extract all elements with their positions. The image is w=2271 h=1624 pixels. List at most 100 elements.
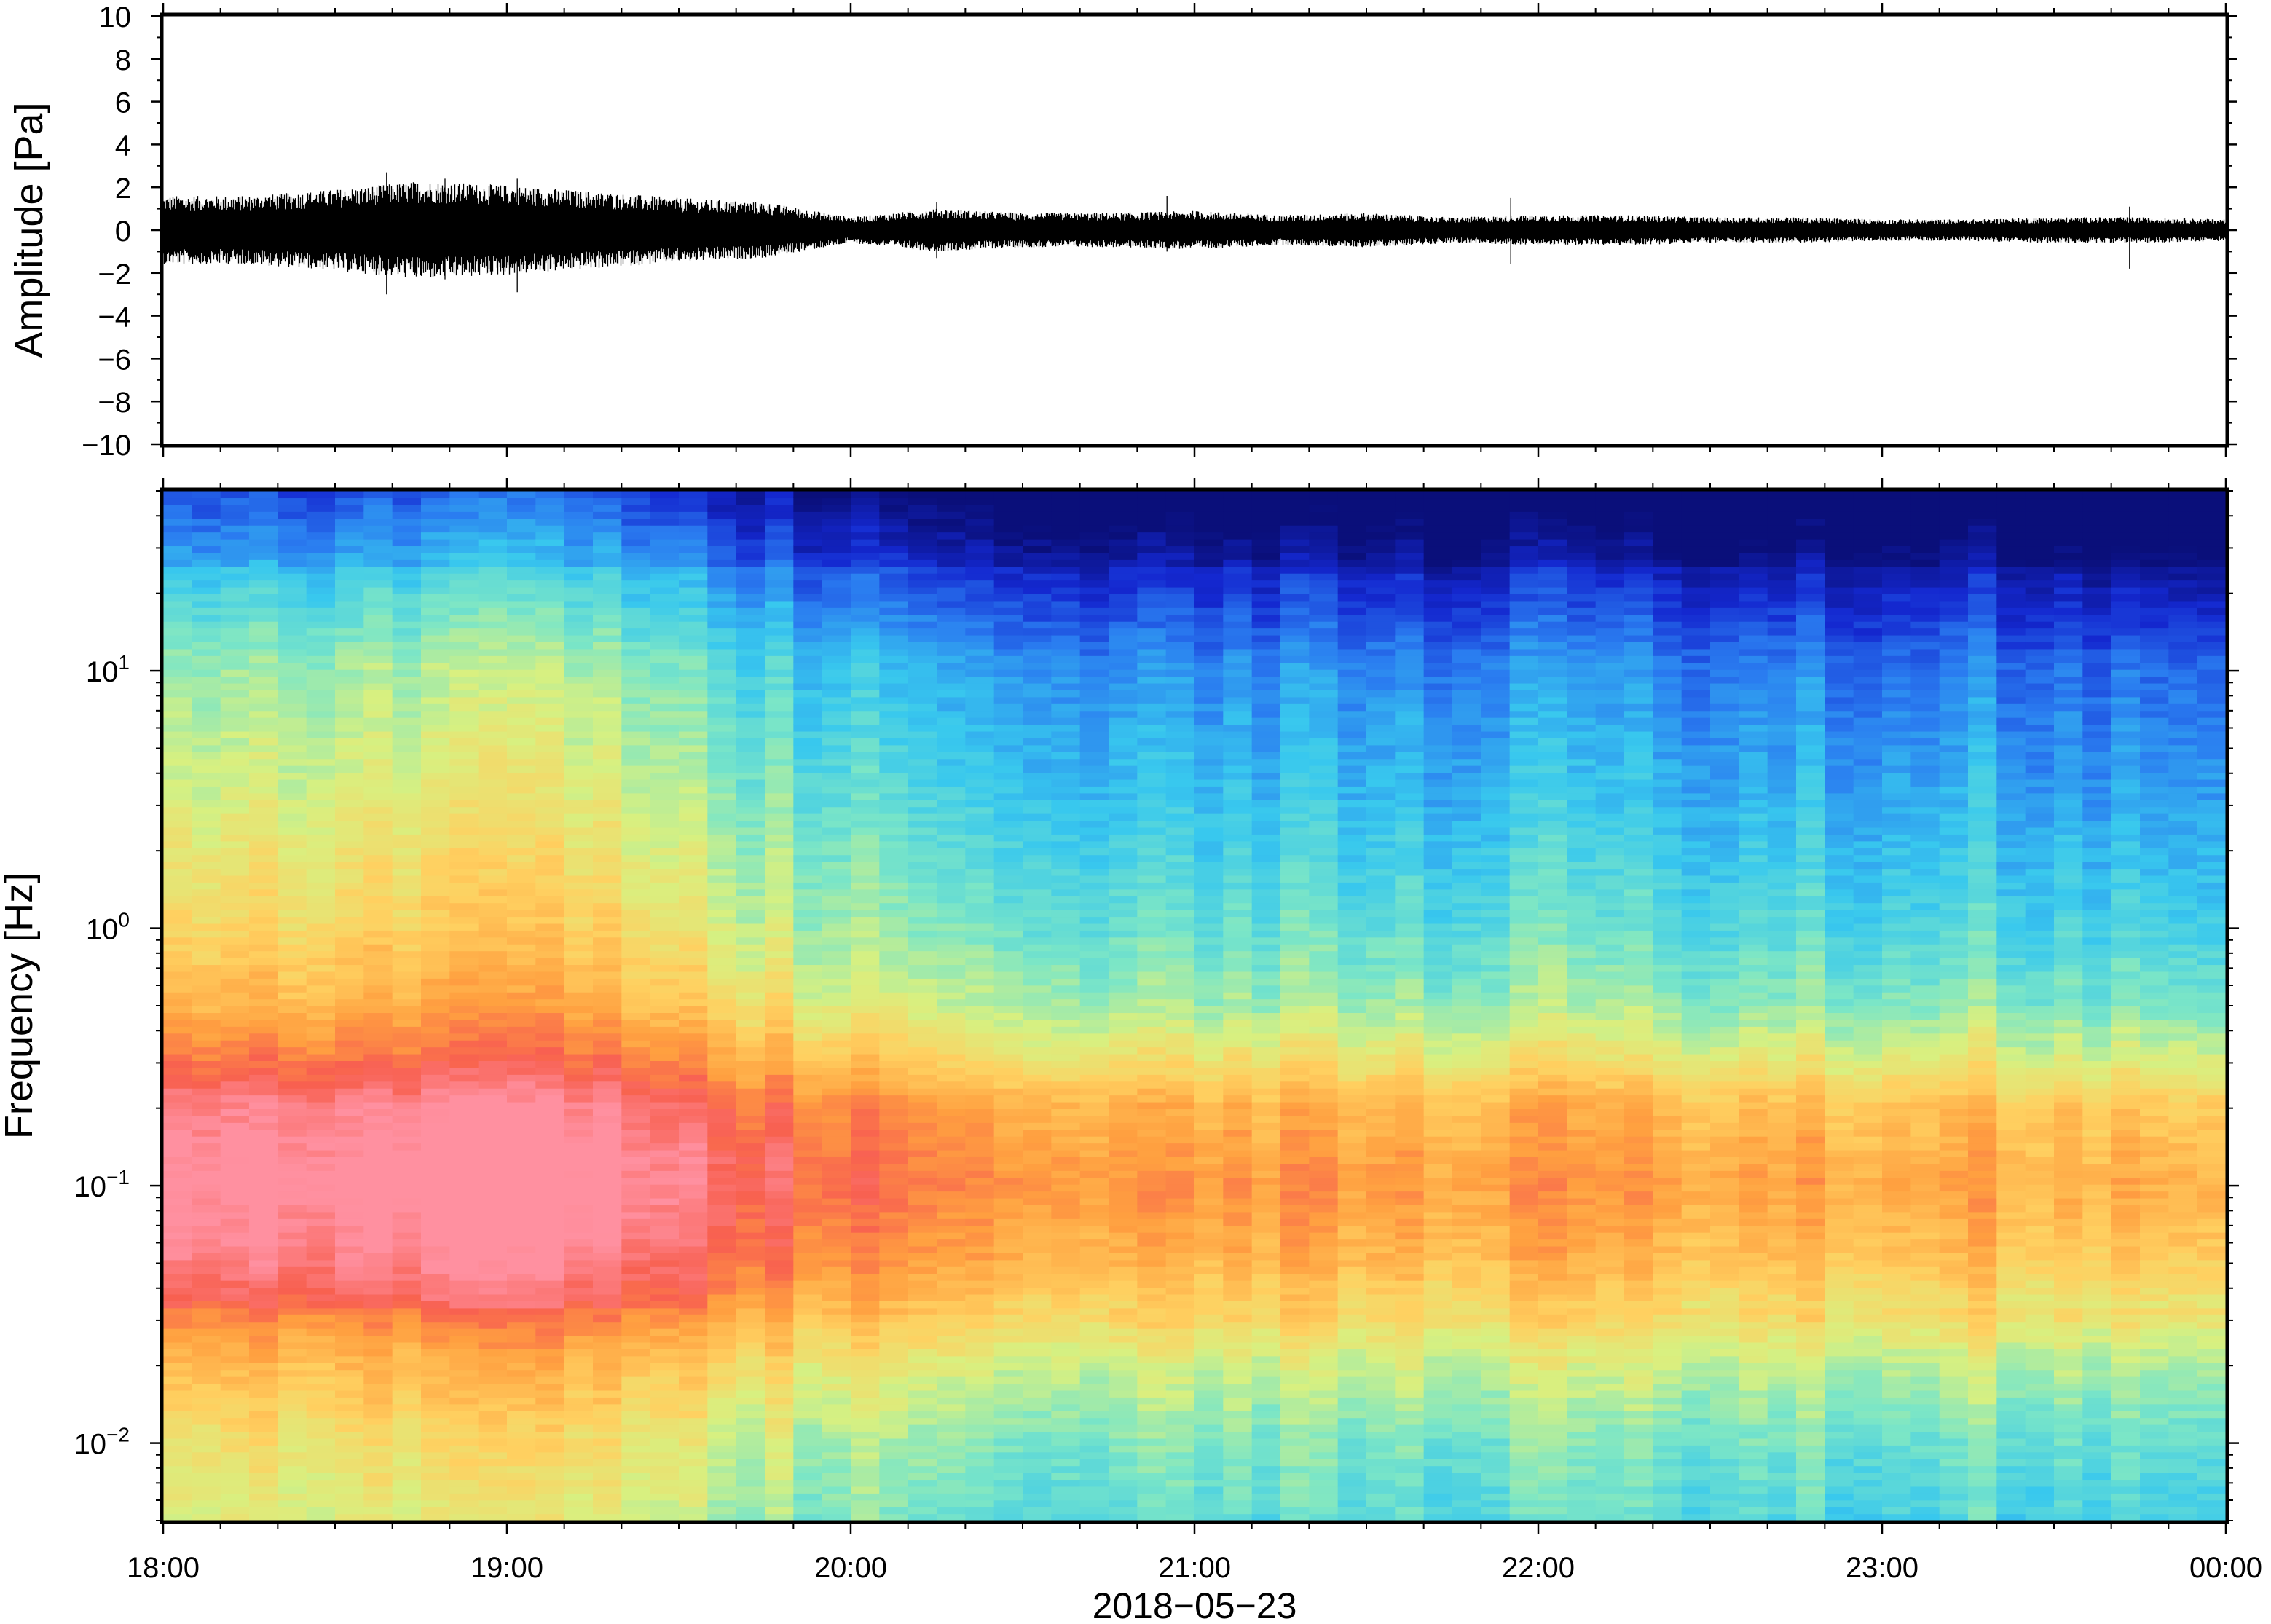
spectrogram-column bbox=[1337, 491, 1367, 1521]
spectrogram-column bbox=[937, 491, 966, 1521]
time-tick-label: 19:00 bbox=[471, 1552, 543, 1584]
date-xlabel: 2018−05−23 bbox=[1093, 1585, 1297, 1624]
spectrogram-column bbox=[1996, 491, 2026, 1521]
spectrogram-column bbox=[793, 491, 823, 1521]
spectrogram-column bbox=[2197, 491, 2226, 1521]
amplitude-tick-label: 6 bbox=[115, 87, 131, 119]
spectrogram-panel: 18:00 19:00 20:00 21:00 22:00 23:00 00:00 101 10… bbox=[0, 478, 2262, 1624]
amplitude-tick-label: −10 bbox=[82, 430, 131, 462]
spectrogram-column bbox=[278, 491, 307, 1521]
frequency-tick-label: 10−2 bbox=[74, 1424, 130, 1461]
spectrogram-column bbox=[965, 491, 995, 1521]
spectrogram-column bbox=[478, 491, 508, 1521]
spectrogram-column bbox=[879, 491, 909, 1521]
amplitude-tick-label: −8 bbox=[98, 387, 131, 419]
spectrogram-column bbox=[1109, 491, 1138, 1521]
spectrogram-column bbox=[1309, 491, 1339, 1521]
waveform-series bbox=[163, 172, 2226, 295]
amplitude-panel: 10 8 6 4 2 0 −2 −4 −6 −8 −10 Amplitude [Pa] bbox=[7, 1, 2237, 462]
amplitude-ticks: 10 8 6 4 2 0 −2 −4 −6 −8 −10 bbox=[82, 1, 2237, 462]
spectrogram-column bbox=[1767, 491, 1797, 1521]
spectrogram-column bbox=[650, 491, 680, 1521]
spectrogram-column bbox=[1251, 491, 1281, 1521]
time-tick-label: 18:00 bbox=[127, 1552, 200, 1584]
spectrogram-column bbox=[908, 491, 937, 1521]
spectrogram-column bbox=[163, 491, 192, 1521]
spectrogram-column bbox=[2025, 491, 2055, 1521]
spectrogram-column bbox=[1910, 491, 1940, 1521]
frequency-tick-label: 10−1 bbox=[74, 1166, 130, 1203]
spectrogram-ticks: 18:00 19:00 20:00 21:00 22:00 23:00 00:00 101 10… bbox=[74, 478, 2262, 1584]
spectrogram-column bbox=[2168, 491, 2198, 1521]
spectrogram-column bbox=[449, 491, 479, 1521]
spectrogram-column bbox=[535, 491, 565, 1521]
spectrogram-column bbox=[1137, 491, 1167, 1521]
time-tick-label: 23:00 bbox=[1846, 1552, 1918, 1584]
frequency-ylabel: Frequency [Hz] bbox=[0, 872, 41, 1139]
time-tick-label: 21:00 bbox=[1158, 1552, 1231, 1584]
spectrogram-column bbox=[621, 491, 651, 1521]
spectrogram-column bbox=[2111, 491, 2141, 1521]
spectrogram-column bbox=[822, 491, 851, 1521]
spectrogram-column bbox=[1280, 491, 1310, 1521]
spectrogram-column bbox=[1165, 491, 1195, 1521]
spectrogram-column bbox=[335, 491, 364, 1521]
spectrogram-column bbox=[1481, 491, 1511, 1521]
spectrogram-column bbox=[306, 491, 336, 1521]
spectrogram-column bbox=[1395, 491, 1425, 1521]
spectrogram-column bbox=[1423, 491, 1453, 1521]
spectrogram-column bbox=[1509, 491, 1539, 1521]
spectrogram-column bbox=[707, 491, 737, 1521]
spectrogram-column bbox=[679, 491, 708, 1521]
amplitude-tick-label: 4 bbox=[115, 130, 131, 162]
spectrogram-column bbox=[1853, 491, 1883, 1521]
amplitude-tick-label: 8 bbox=[115, 44, 131, 76]
amplitude-ylabel: Amplitude [Pa] bbox=[7, 102, 51, 358]
spectrogram-column bbox=[1882, 491, 1911, 1521]
spectrogram-column bbox=[1223, 491, 1253, 1521]
spectrogram-column bbox=[249, 491, 278, 1521]
spectrogram-column bbox=[1452, 491, 1481, 1521]
time-tick-label: 20:00 bbox=[814, 1552, 887, 1584]
spectrogram-column bbox=[564, 491, 594, 1521]
time-tick-label: 00:00 bbox=[2189, 1552, 2262, 1584]
spectrogram-column bbox=[1051, 491, 1081, 1521]
spectrogram-column bbox=[1653, 491, 1682, 1521]
spectrogram-column bbox=[421, 491, 450, 1521]
spectrogram-column bbox=[1739, 491, 1768, 1521]
spectrogram-column bbox=[192, 491, 221, 1521]
frequency-tick-label: 101 bbox=[86, 651, 130, 688]
spectrogram-column bbox=[993, 491, 1023, 1521]
spectrogram-column bbox=[1538, 491, 1567, 1521]
amplitude-tick-label: −2 bbox=[98, 259, 131, 291]
spectrogram-column bbox=[1939, 491, 1969, 1521]
spectrogram-column bbox=[593, 491, 622, 1521]
amplitude-tick-label: 0 bbox=[115, 216, 131, 248]
amplitude-tick-label: −6 bbox=[98, 344, 131, 376]
spectrogram-column bbox=[2054, 491, 2083, 1521]
spectrogram-column bbox=[1968, 491, 1997, 1521]
spectrogram-column bbox=[1079, 491, 1109, 1521]
spectrogram-column bbox=[2140, 491, 2169, 1521]
amplitude-tick-label: −4 bbox=[98, 301, 131, 334]
spectrogram-column bbox=[1681, 491, 1711, 1521]
frequency-tick-label: 100 bbox=[86, 909, 130, 946]
spectrogram-column bbox=[1825, 491, 1854, 1521]
spectrogram-column bbox=[1567, 491, 1597, 1521]
spectrogram-column bbox=[507, 491, 536, 1521]
spectrogram-column bbox=[1595, 491, 1625, 1521]
spectrogram-column bbox=[392, 491, 422, 1521]
time-tick-label: 22:00 bbox=[1502, 1552, 1575, 1584]
spectrogram-column bbox=[2082, 491, 2112, 1521]
spectrogram-column bbox=[765, 491, 794, 1521]
amplitude-tick-label: 2 bbox=[115, 173, 131, 205]
amplitude-tick-label: 10 bbox=[99, 1, 132, 33]
spectrogram-column bbox=[1194, 491, 1224, 1521]
spectrogram-column bbox=[1710, 491, 1739, 1521]
spectrogram-column bbox=[1624, 491, 1653, 1521]
spectrogram-column bbox=[220, 491, 250, 1521]
waveform-trace bbox=[163, 172, 2226, 295]
spectrogram-column bbox=[736, 491, 765, 1521]
spectrogram-column bbox=[1366, 491, 1396, 1521]
